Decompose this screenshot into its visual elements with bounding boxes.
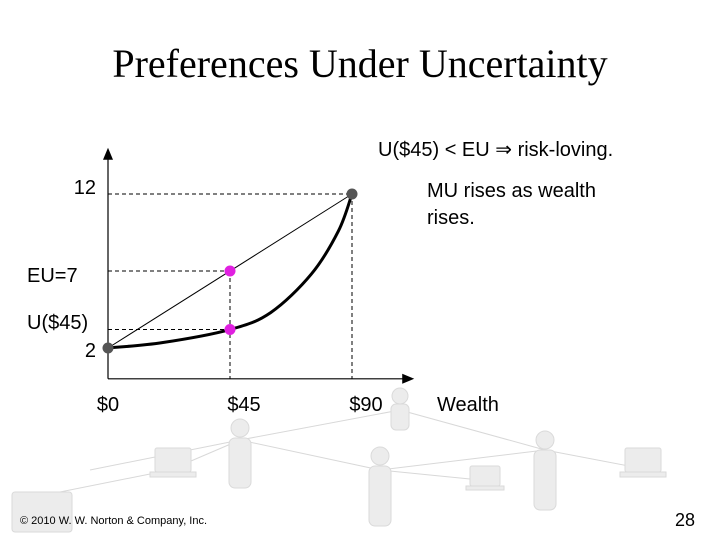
copyright-notice: © 2010 W. W. Norton & Company, Inc. [20, 515, 207, 527]
risk-loving-header: U($45) < EU ⇒ risk-loving. [378, 139, 613, 161]
eu-point [224, 265, 236, 277]
x-tick-label: $0 [97, 394, 119, 416]
tick-labels: $0 $45 $90 2 12 [74, 177, 383, 416]
utility-curve [107, 193, 354, 350]
mu-note-line-2: rises. [427, 207, 475, 229]
chart-points [102, 188, 358, 354]
y-tick-label: 12 [74, 177, 96, 199]
endpoint-90 [346, 188, 358, 200]
y-axis-arrow [103, 147, 113, 160]
mu-note-line-1: MU rises as wealth [427, 180, 596, 202]
x-tick-label: $45 [227, 394, 260, 416]
u45-point [224, 324, 236, 336]
endpoint-0 [102, 342, 114, 354]
y-tick-label: 2 [85, 340, 96, 362]
x-tick-label: $90 [349, 394, 382, 416]
page-number: 28 [675, 510, 695, 530]
slide-title: Preferences Under Uncertainty [112, 41, 608, 86]
x-axis-arrow [402, 373, 415, 384]
u45-label: U($45) [27, 312, 88, 334]
x-axis-label: Wealth [437, 394, 499, 416]
eu-label: EU=7 [27, 265, 78, 287]
chart-axes [103, 147, 415, 384]
guide-lines [108, 193, 353, 379]
